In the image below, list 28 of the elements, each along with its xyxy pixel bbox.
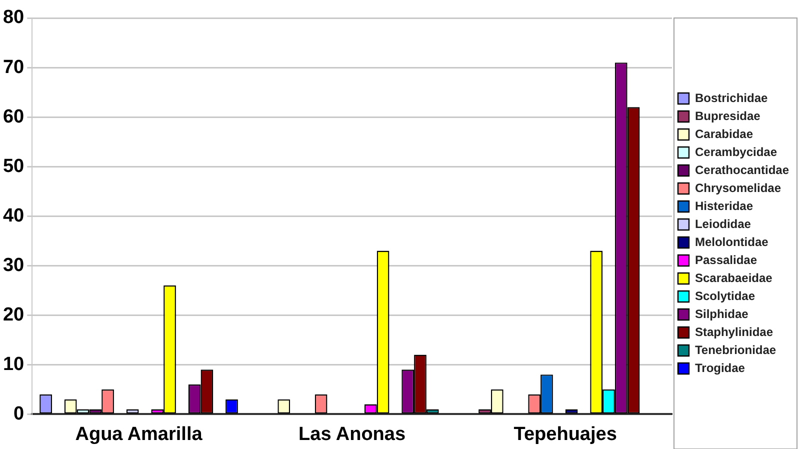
legend-label: Bostrichidae bbox=[694, 90, 768, 105]
legend-label: Cerambycidae bbox=[694, 144, 778, 159]
legend-label: Melolontidae bbox=[694, 234, 769, 249]
x-tick-label: Las Anonas bbox=[298, 424, 406, 445]
legend-label: Scolytidae bbox=[694, 288, 756, 303]
legend-label: Histeridae bbox=[694, 198, 754, 213]
y-tick-label: 10 bbox=[2, 354, 24, 375]
x-tick-label: Agua Amarilla bbox=[75, 424, 203, 445]
legend-label: Bupresidae bbox=[694, 108, 761, 123]
y-tick-label: 0 bbox=[14, 403, 24, 424]
legend-label: Passalidae bbox=[694, 252, 758, 267]
y-tick-label: 20 bbox=[2, 304, 24, 326]
y-tick-label: 80 bbox=[2, 7, 24, 28]
legend-label: Trogidae bbox=[694, 360, 746, 375]
y-tick-label: 40 bbox=[2, 205, 24, 226]
legend-label: Leiodidae bbox=[694, 216, 752, 231]
legend-label: Scarabaeidae bbox=[694, 270, 773, 285]
legend-label: Silphidae bbox=[694, 306, 749, 321]
y-tick-label: 30 bbox=[2, 254, 24, 276]
legend-label: Carabidae bbox=[694, 126, 754, 141]
y-tick-label: 70 bbox=[2, 56, 24, 78]
legend-label: Tenebrionidae bbox=[694, 342, 776, 357]
legend-label: Chrysomelidae bbox=[694, 180, 782, 195]
legend-label: Staphylinidae bbox=[694, 324, 774, 339]
y-tick-label: 50 bbox=[2, 156, 24, 177]
x-tick-label: Tepehuajes bbox=[514, 424, 617, 445]
legend-label: Cerathocantidae bbox=[694, 162, 790, 177]
y-tick-label: 60 bbox=[2, 106, 24, 128]
